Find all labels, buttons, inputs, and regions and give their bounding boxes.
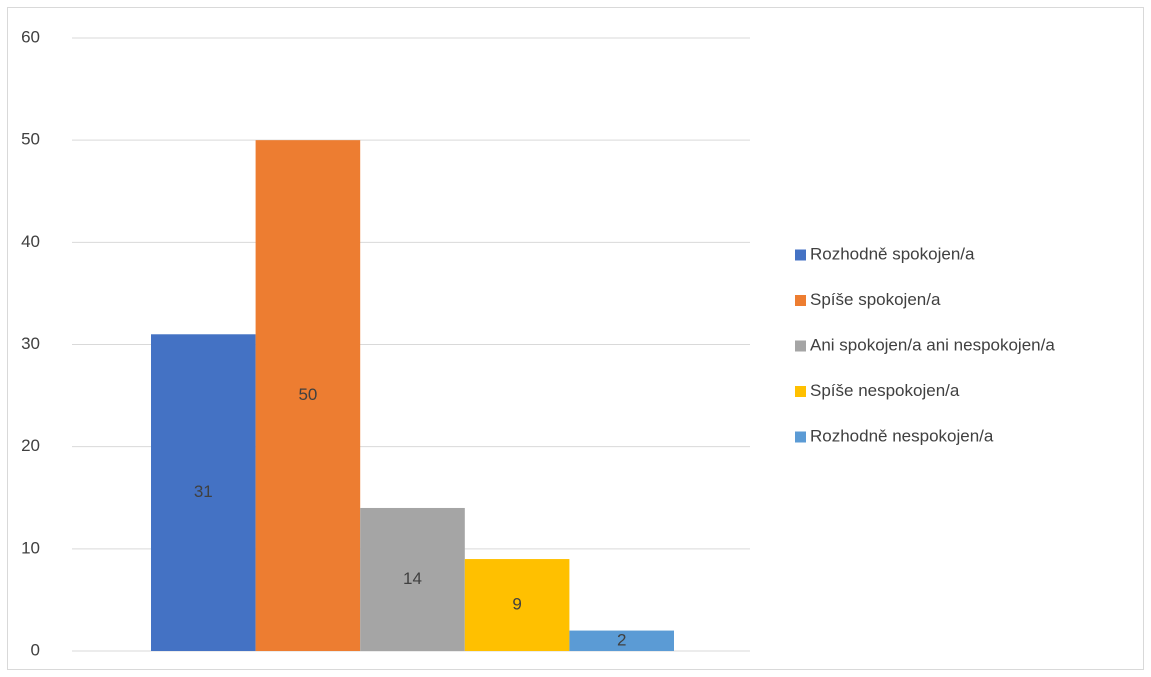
- bars: [151, 140, 674, 651]
- legend-swatch: [795, 340, 806, 352]
- bar: [255, 140, 361, 651]
- legend-label: Spíše spokojen/a: [810, 290, 941, 309]
- legend-swatch: [795, 386, 806, 397]
- bar-data-label: 2: [617, 630, 626, 649]
- legend-item: Spíše spokojen/a: [795, 290, 941, 309]
- legend-item: Rozhodně nespokojen/a: [795, 426, 994, 445]
- bar: [360, 507, 465, 651]
- legend-label: Spíše nespokojen/a: [810, 381, 960, 400]
- y-tick-label: 10: [21, 538, 40, 557]
- legend-swatch: [795, 249, 806, 261]
- legend-swatch: [795, 431, 806, 443]
- y-tick-label: 30: [21, 334, 40, 353]
- bar: [151, 334, 256, 651]
- y-tick-label: 40: [21, 232, 40, 251]
- bar-data-label: 9: [512, 595, 521, 614]
- legend-item: Rozhodně spokojen/a: [795, 244, 975, 263]
- bar-data-label: 14: [403, 569, 422, 588]
- y-tick-label: 0: [31, 640, 40, 659]
- legend: Rozhodně spokojen/a Spíše spokojen/a Ani s…: [795, 244, 1055, 445]
- bar-data-label: 31: [194, 482, 213, 501]
- bar: [464, 559, 570, 651]
- bar-data-label: 50: [298, 385, 317, 404]
- legend-item: Spíše nespokojen/a: [795, 381, 960, 400]
- legend-label: Rozhodně spokojen/a: [810, 244, 975, 263]
- y-tick-label: 20: [21, 436, 40, 455]
- data-labels: 31 50 14 9 2: [194, 385, 627, 649]
- legend-label: Ani spokojen/a ani nespokojen/a: [810, 335, 1055, 354]
- legend-label: Rozhodně nespokojen/a: [810, 426, 994, 445]
- y-tick-label: 50: [21, 130, 40, 149]
- legend-item: Ani spokojen/a ani nespokojen/a: [795, 335, 1055, 354]
- y-tick-label: 60: [21, 27, 40, 46]
- bar: [569, 630, 674, 651]
- legend-swatch: [795, 295, 806, 306]
- y-axis-tick-labels: 0 10 20 30 40 50 60: [21, 27, 40, 659]
